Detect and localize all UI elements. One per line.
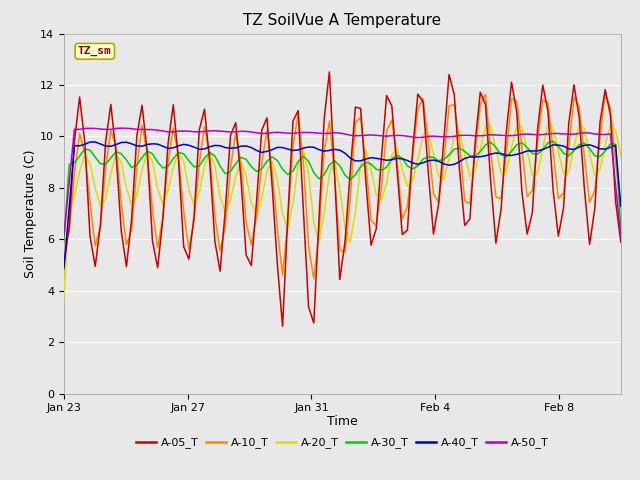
X-axis label: Time: Time — [327, 415, 358, 428]
Y-axis label: Soil Temperature (C): Soil Temperature (C) — [24, 149, 37, 278]
Title: TZ SoilVue A Temperature: TZ SoilVue A Temperature — [243, 13, 442, 28]
Legend: A-05_T, A-10_T, A-20_T, A-30_T, A-40_T, A-50_T: A-05_T, A-10_T, A-20_T, A-30_T, A-40_T, … — [132, 433, 553, 453]
Text: TZ_sm: TZ_sm — [78, 46, 111, 57]
